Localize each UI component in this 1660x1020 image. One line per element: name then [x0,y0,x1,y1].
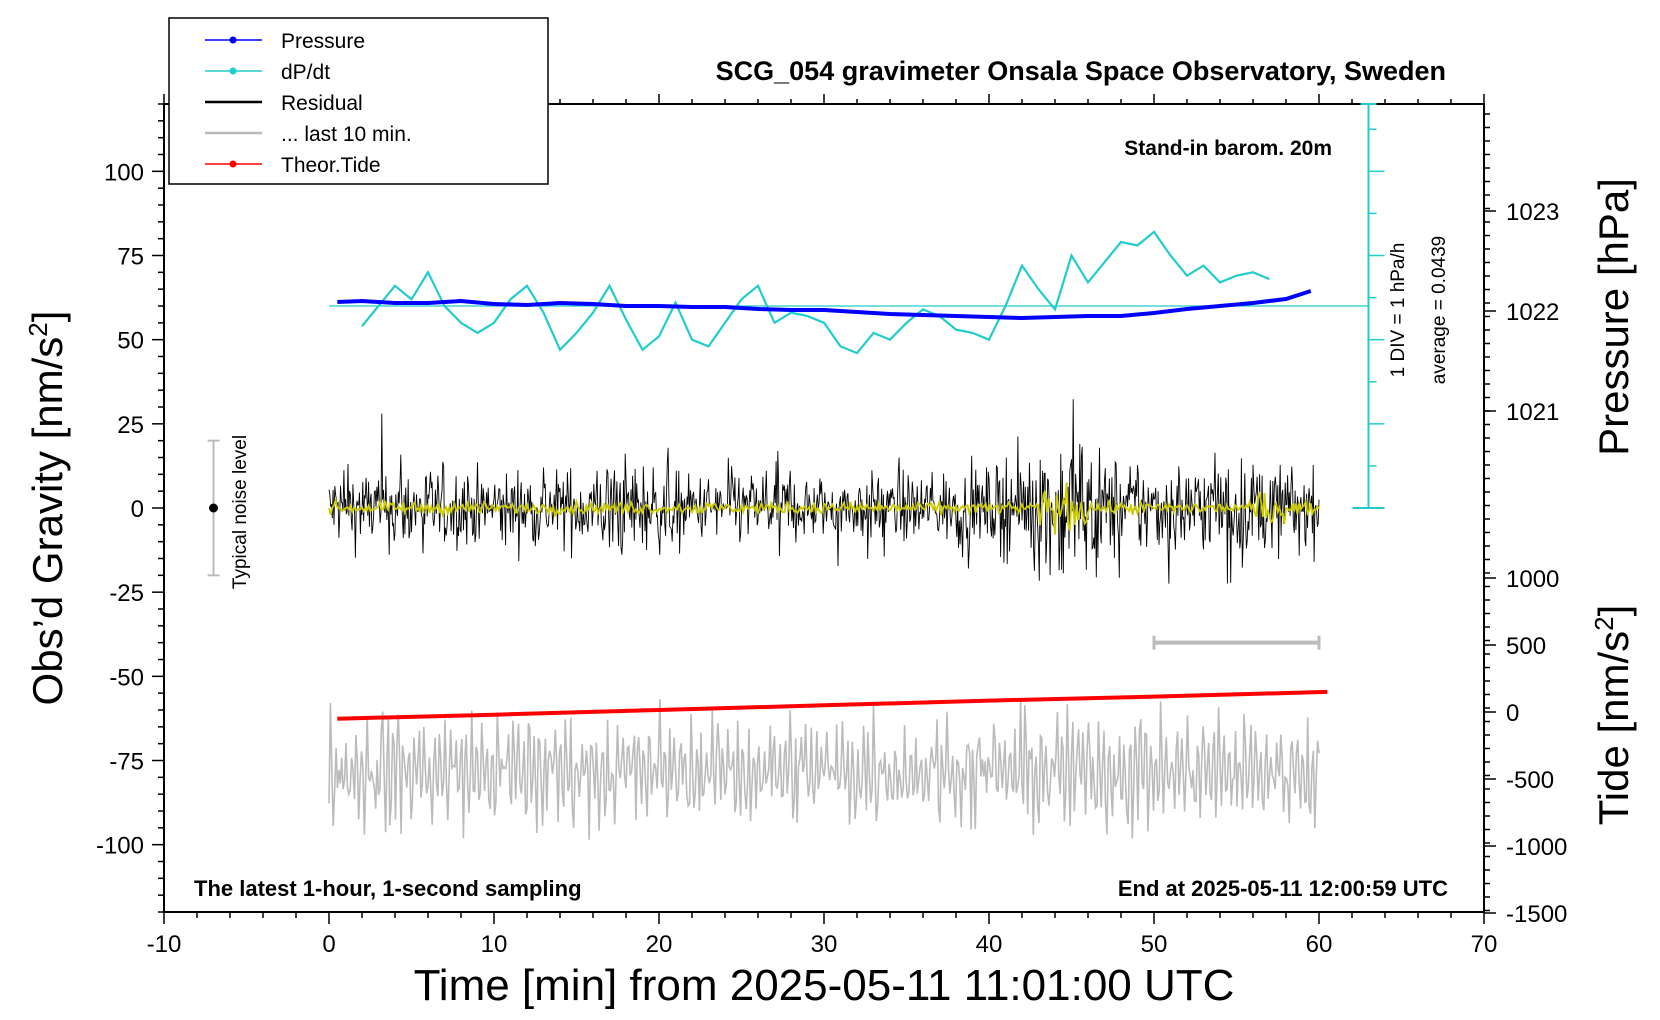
legend-label-0: Pressure [281,30,365,53]
y-axis-label-left-sup: 2 [23,322,53,336]
legend-label-4: Theor.Tide [281,154,381,177]
y-axis-label-tide-end: ] [1590,605,1637,617]
series-last-10-min [328,699,1320,840]
y-axis-label-tide-sup: 2 [1589,616,1619,630]
pressure-tick-label-1022: 1022 [1506,299,1559,326]
y-left-tick-label-25: 25 [117,412,144,439]
tide-tick-label--1500: -1500 [1506,901,1567,928]
y-left-tick-label-50: 50 [117,328,144,355]
x-tick-label-40: 40 [976,931,1003,958]
last-10-min-bar [1152,635,1321,650]
dpdt-div-label: 1 DIV = 1 hPa/h [1388,243,1409,378]
y-axis-label-left: Obs’d Gravity [nm/s2] [23,311,71,706]
y-left-tick-label-100: 100 [104,159,144,186]
y-axis-label-tide-main: Tide [nm/s [1590,631,1637,826]
dpdt-scale-bar [1352,103,1385,509]
legend: Pressure dP/dt Residual ... last 10 min. The… [168,17,549,185]
y-left-tick-label--75: -75 [109,749,144,776]
series-dpdt [361,230,1270,355]
y-left-tick-label--50: -50 [109,664,144,691]
x-tick-label--10: -10 [147,931,182,958]
y-axis-label-left-end: ] [24,311,71,323]
series-residual [328,399,1320,584]
y-left-tick-label--100: -100 [96,833,144,860]
x-axis-label: Time [min] from 2025-05-11 11:01:00 UTC [414,961,1235,1010]
legend-label-1: dP/dt [281,61,330,84]
tide-tick-label-0: 0 [1506,700,1519,727]
noise-bar-center [209,503,218,513]
x-tick-label-0: 0 [322,931,335,958]
bottom-left-note: The latest 1-hour, 1-second sampling [194,876,582,901]
series-residual-filtered [328,482,1320,535]
legend-marker-1 [229,67,237,75]
x-tick-label-60: 60 [1306,931,1333,958]
x-tick-label-50: 50 [1141,931,1168,958]
y-axis-label-left-main: Obs’d Gravity [nm/s [24,337,71,706]
dpdt-average-label: average = 0.0439 [1429,236,1450,384]
barometer-note: Stand-in barom. 20m [1124,137,1332,160]
chart-title: SCG_054 gravimeter Onsala Space Observat… [716,56,1446,86]
tide-tick-label--1000: -1000 [1506,834,1567,861]
legend-label-2: Residual [281,92,363,115]
y-axis-label-pressure: Pressure [hPa] [1590,178,1637,456]
series-layer [328,230,1369,840]
bottom-right-note: End at 2025-05-11 12:00:59 UTC [1118,876,1448,901]
y-left-tick-label--25: -25 [109,580,144,607]
y-axis-right: 1021 1022 1023 -1500 -1000 -500 0 500 1000 [1484,199,1567,928]
legend-label-3: ... last 10 min. [281,123,412,146]
series-pressure [337,289,1312,321]
pressure-tick-label-1023: 1023 [1506,199,1559,226]
y-axis-left: -100 -75 -50 -25 0 25 50 75 100 [96,159,164,860]
y-left-tick-label-0: 0 [131,496,144,523]
x-axis: -10 0 10 20 30 40 50 60 70 [147,94,1498,958]
x-tick-label-30: 30 [811,931,838,958]
tide-tick-label-500: 500 [1506,633,1546,660]
tide-tick-label--500: -500 [1506,767,1554,794]
tide-tick-label-1000: 1000 [1506,566,1559,593]
x-tick-label-10: 10 [481,931,508,958]
x-tick-label-20: 20 [646,931,673,958]
noise-label: Typical noise level [230,435,251,589]
pressure-tick-label-1021: 1021 [1506,399,1559,426]
noise-level-bar [207,439,220,577]
x-tick-label-70: 70 [1471,931,1498,958]
y-axis-label-tide: Tide [nm/s2] [1589,605,1637,826]
y-left-tick-label-75: 75 [117,244,144,271]
legend-marker-4 [229,160,237,168]
legend-marker-0 [229,36,237,44]
series-theor-tide [337,689,1328,721]
